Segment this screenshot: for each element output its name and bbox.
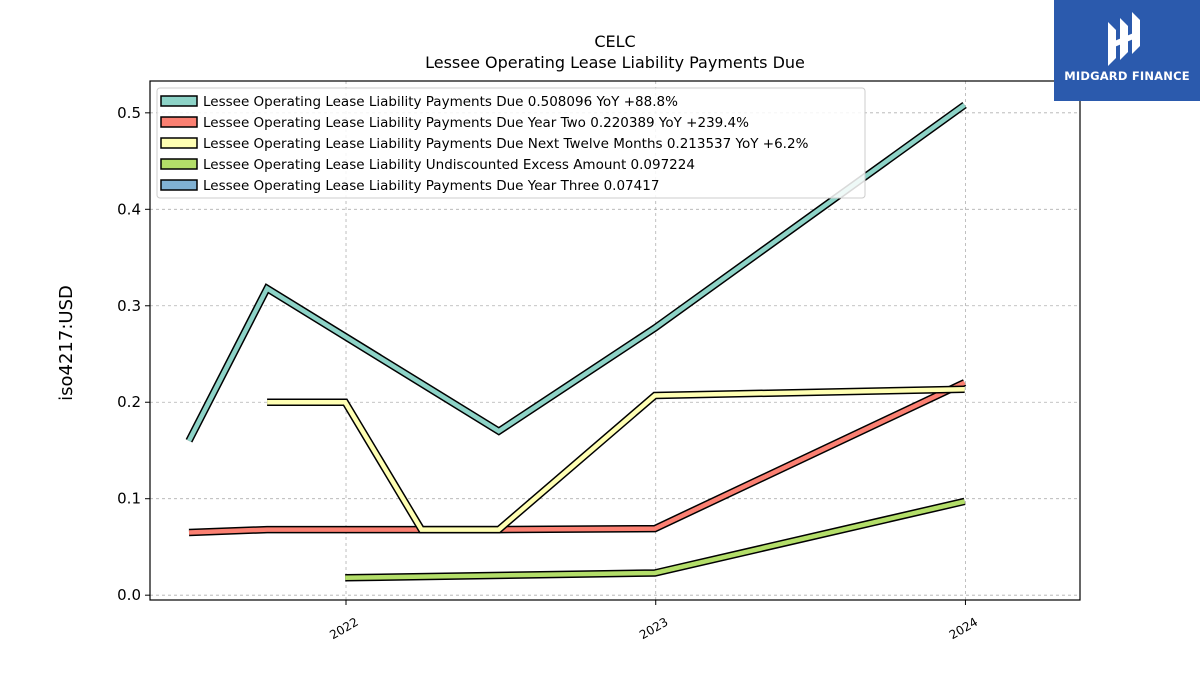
legend-swatch-3	[160, 158, 198, 170]
series-3-outline	[345, 497, 966, 582]
midgard-finance-logo: MIDGARD FINANCE	[1054, 0, 1200, 101]
series-3-stroke	[345, 499, 966, 581]
series-3-line	[345, 497, 966, 582]
legend: Lessee Operating Lease Liability Payment…	[156, 87, 866, 199]
y-tick-label: 0.1	[117, 490, 141, 508]
x-tick-label: 2024	[947, 615, 980, 642]
chart-subtitle: Lessee Operating Lease Liability Payment…	[425, 53, 805, 72]
y-tick-label: 0.5	[117, 104, 141, 122]
y-tick-label: 0.3	[117, 297, 141, 315]
series-2-stroke	[267, 386, 965, 532]
y-tick-label: 0.2	[117, 393, 141, 411]
x-tick-label: 2023	[637, 615, 670, 642]
chart-title: CELC	[594, 32, 635, 51]
series-lines	[185, 101, 967, 582]
legend-label-1: Lessee Operating Lease Liability Payment…	[203, 115, 749, 131]
legend-label-3: Lessee Operating Lease Liability Undisco…	[203, 157, 695, 173]
y-tick-label: 0.4	[117, 200, 141, 218]
legend-label-2: Lessee Operating Lease Liability Payment…	[203, 136, 809, 152]
legend-label-0: Lessee Operating Lease Liability Payment…	[203, 94, 678, 110]
y-axis: 0.0 0.1 0.2 0.3 0.4 0.5	[117, 104, 150, 604]
legend-swatch-1	[160, 116, 198, 128]
series-2-outline	[267, 385, 965, 534]
y-tick-label: 0.0	[117, 586, 141, 604]
midgard-logo-icon	[1108, 12, 1140, 66]
legend-box	[156, 87, 866, 199]
series-2-line	[266, 385, 965, 534]
legend-swatch-2	[160, 137, 198, 149]
x-axis: 2022 2023 2024	[327, 600, 980, 642]
legend-swatch-0	[160, 95, 198, 107]
y-axis-label: iso4217:USD	[56, 285, 77, 401]
logo-text: MIDGARD FINANCE	[1064, 69, 1190, 83]
series-0-line	[185, 101, 967, 443]
legend-label-4: Lessee Operating Lease Liability Payment…	[203, 178, 659, 194]
legend-swatch-4	[160, 179, 198, 191]
x-tick-label: 2022	[327, 615, 360, 642]
plot-frame	[149, 80, 1081, 601]
